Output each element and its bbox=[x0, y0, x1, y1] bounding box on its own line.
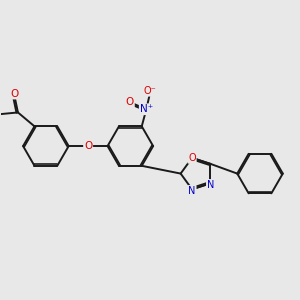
Text: O: O bbox=[188, 153, 196, 163]
Text: O: O bbox=[10, 88, 18, 99]
Text: N: N bbox=[188, 186, 196, 196]
Text: O: O bbox=[84, 141, 92, 151]
Text: N⁺: N⁺ bbox=[140, 104, 153, 114]
Text: N: N bbox=[207, 180, 214, 190]
Text: O: O bbox=[126, 97, 134, 107]
Text: O⁻: O⁻ bbox=[144, 86, 157, 96]
